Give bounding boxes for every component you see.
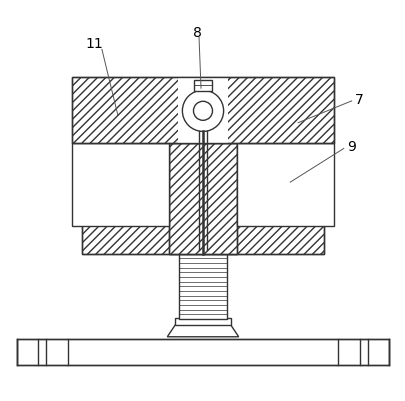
Text: 8: 8 bbox=[192, 25, 201, 39]
Bar bbox=[82, 224, 323, 254]
Bar bbox=[82, 224, 323, 254]
Bar bbox=[72, 78, 333, 143]
Circle shape bbox=[193, 102, 212, 121]
Bar bbox=[236, 143, 333, 226]
Bar bbox=[193, 81, 212, 92]
Bar bbox=[72, 78, 333, 143]
Bar bbox=[72, 143, 169, 226]
Bar bbox=[72, 78, 333, 143]
Text: 11: 11 bbox=[85, 37, 102, 51]
Bar bbox=[17, 339, 388, 365]
Text: 7: 7 bbox=[354, 93, 363, 107]
Bar bbox=[178, 78, 227, 143]
Circle shape bbox=[182, 91, 223, 132]
Bar bbox=[175, 318, 230, 325]
Polygon shape bbox=[167, 325, 238, 337]
Bar bbox=[82, 224, 323, 254]
Text: 9: 9 bbox=[346, 140, 355, 154]
Bar bbox=[179, 254, 226, 319]
Polygon shape bbox=[169, 143, 236, 254]
